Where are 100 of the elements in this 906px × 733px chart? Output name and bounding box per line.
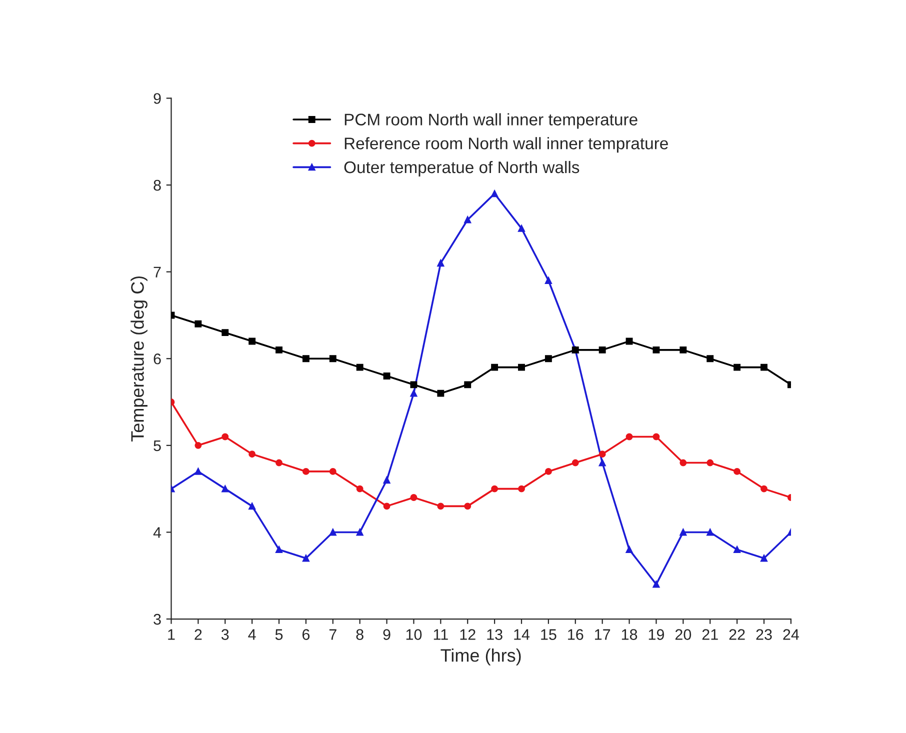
point [276,546,282,554]
point [598,459,606,466]
point [194,468,202,475]
point [491,190,498,198]
point [518,364,525,371]
y-tick-label: 8 [154,180,161,191]
y-tick-label: 6 [154,353,161,364]
x-tick-label: 7 [329,629,336,640]
point [222,485,229,492]
point [329,528,336,536]
point [437,390,444,397]
point [410,494,418,501]
point [491,485,498,492]
point [706,355,714,362]
x-tick-label: 20 [675,629,692,640]
x-tick-label: 17 [595,629,610,640]
point [329,468,336,475]
point [760,485,768,492]
y-tick-label: 7 [154,266,161,278]
point [734,364,741,371]
point [302,355,310,362]
point [734,546,741,554]
point [329,355,336,362]
point [464,216,472,224]
x-tick-label: 13 [487,629,502,640]
x-tick-label: 24 [783,629,799,640]
point [680,346,687,354]
x-tick-label: 9 [383,629,390,640]
y-tick-label: 9 [154,93,161,104]
x-tick-label: 2 [194,629,202,640]
point [544,277,552,284]
point [652,433,660,440]
point [518,485,525,492]
point [194,320,202,328]
point [706,528,714,536]
point [706,459,714,466]
x-tick-label: 10 [406,629,422,640]
x-tick-label: 3 [221,629,229,640]
point [760,364,768,371]
point [734,468,741,475]
y-axis-title: Temperature (deg C) [130,276,148,442]
point [437,502,444,510]
x-tick-label: 19 [648,629,664,640]
point [626,433,633,440]
point [626,338,633,345]
point [248,450,256,458]
legend-label: Outer temperatue of North walls [344,160,580,176]
point [383,476,390,484]
x-tick-label: 11 [434,629,448,640]
point [518,224,525,232]
point [410,390,418,397]
point [544,355,552,362]
point [276,459,282,466]
point [491,364,498,371]
point [598,450,606,458]
point [652,346,660,354]
point [302,554,310,562]
point [544,468,552,475]
point [680,528,687,536]
y-tick-label: 3 [154,614,161,625]
point [222,433,229,440]
x-tick-label: 14 [514,629,530,640]
point [464,381,472,388]
point [652,580,660,588]
point [464,502,472,510]
x-tick-label: 23 [756,629,772,640]
point [572,459,579,466]
point [626,546,633,554]
x-tick-label: 8 [356,629,364,640]
x-tick-label: 6 [302,629,310,640]
x-tick-label: 22 [729,629,745,640]
y-tick-label: 5 [154,440,161,452]
point [680,459,687,466]
point [410,381,418,388]
point [356,485,364,492]
point [760,554,768,562]
point [383,502,390,510]
point [383,372,390,380]
x-tick-label: 12 [460,629,476,640]
point [437,260,444,267]
point [276,346,282,354]
point [248,502,256,510]
x-axis-title: Time (hrs) [440,648,521,666]
legend-label: PCM room North wall inner temperature [344,113,638,129]
x-tick-label: 18 [622,629,638,640]
x-tick-label: 21 [702,629,718,640]
x-tick-label: 4 [248,629,256,640]
point [248,338,256,345]
point [302,468,310,475]
point [222,329,229,336]
x-tick-label: 16 [568,629,584,640]
point [194,442,202,449]
y-tick-label: 4 [153,527,162,538]
point [356,528,364,536]
x-tick-label: 5 [275,629,283,640]
x-tick-label: 15 [541,629,556,640]
point [598,346,606,354]
legend-label: Reference room North wall inner temprature [344,137,668,153]
x-tick-label: 1 [168,629,175,640]
point [356,364,364,371]
